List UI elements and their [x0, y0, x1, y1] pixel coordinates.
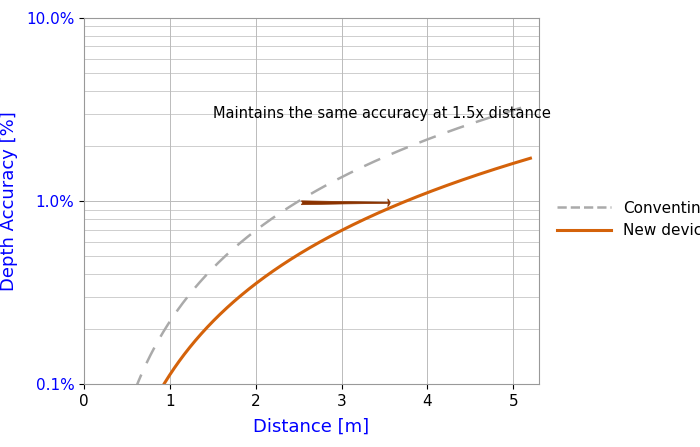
New device	[214, 314, 222, 319]
Conventinal	[354, 167, 362, 172]
New device	[526, 156, 535, 161]
X-axis label: Distance [m]: Distance [m]	[253, 417, 370, 435]
New device	[180, 352, 188, 357]
Y-axis label: Depth Accuracy [%]: Depth Accuracy [%]	[0, 111, 18, 291]
Conventinal	[386, 152, 395, 157]
Conventinal	[422, 137, 430, 143]
New device	[354, 220, 362, 225]
Conventinal	[296, 198, 304, 203]
Legend: Conventinal, New device: Conventinal, New device	[551, 194, 700, 245]
Line: New device: New device	[110, 158, 531, 447]
Text: Maintains the same accuracy at 1.5x distance: Maintains the same accuracy at 1.5x dist…	[213, 106, 551, 121]
Conventinal	[214, 261, 222, 266]
New device	[422, 190, 430, 196]
Conventinal	[526, 102, 535, 108]
Conventinal	[180, 299, 188, 304]
New device	[296, 251, 304, 256]
New device	[386, 205, 395, 210]
Line: Conventinal: Conventinal	[110, 105, 531, 447]
